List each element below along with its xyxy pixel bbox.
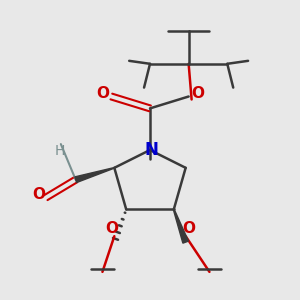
Text: O: O <box>96 86 109 101</box>
Text: O: O <box>191 86 204 101</box>
Text: N: N <box>145 141 158 159</box>
Polygon shape <box>75 167 114 183</box>
Text: H: H <box>54 145 64 158</box>
Text: O: O <box>105 221 118 236</box>
Polygon shape <box>173 209 188 243</box>
Text: O: O <box>32 187 45 202</box>
Text: O: O <box>182 221 195 236</box>
